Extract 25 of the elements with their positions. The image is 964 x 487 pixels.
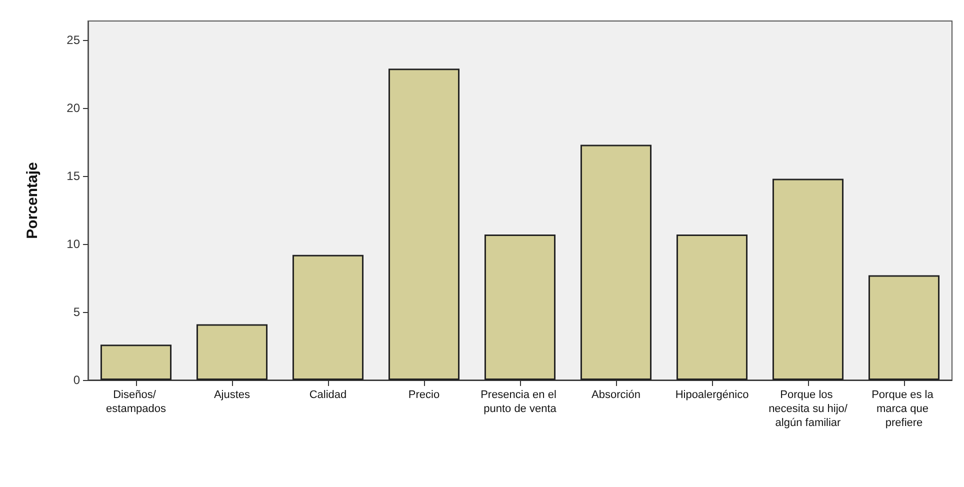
x-tick-label: Diseños/ estampados — [106, 389, 166, 415]
y-tick-label: 25 — [66, 33, 80, 48]
x-tick-label: Hipoalergénico — [675, 389, 749, 401]
y-tick-label: 15 — [66, 169, 80, 184]
bar — [580, 144, 652, 380]
bar — [772, 178, 844, 380]
x-tick-label: Porque los necesita su hijo/algún familiar — [768, 389, 848, 429]
x-tick-label: Precio — [408, 389, 440, 401]
bar — [388, 68, 460, 380]
bar — [484, 234, 556, 380]
y-tick-label: 20 — [66, 101, 80, 116]
x-tick-label: Porque es la marca que prefiere — [872, 389, 936, 429]
x-tick-label: Ajustes — [214, 389, 251, 401]
bar — [868, 275, 940, 380]
bar — [100, 344, 172, 380]
x-tick-label: Calidad — [309, 389, 347, 401]
y-axis-title: Porcentaje — [24, 162, 41, 239]
x-tick-label: Presencia en el punto de venta — [480, 389, 560, 415]
bar — [196, 324, 268, 380]
bar — [676, 234, 748, 380]
y-tick-label: 5 — [73, 305, 80, 320]
bar — [292, 254, 364, 380]
y-tick-label: 10 — [66, 237, 80, 252]
x-tick-label: Absorción — [592, 389, 640, 401]
y-tick-label: 0 — [73, 373, 80, 387]
